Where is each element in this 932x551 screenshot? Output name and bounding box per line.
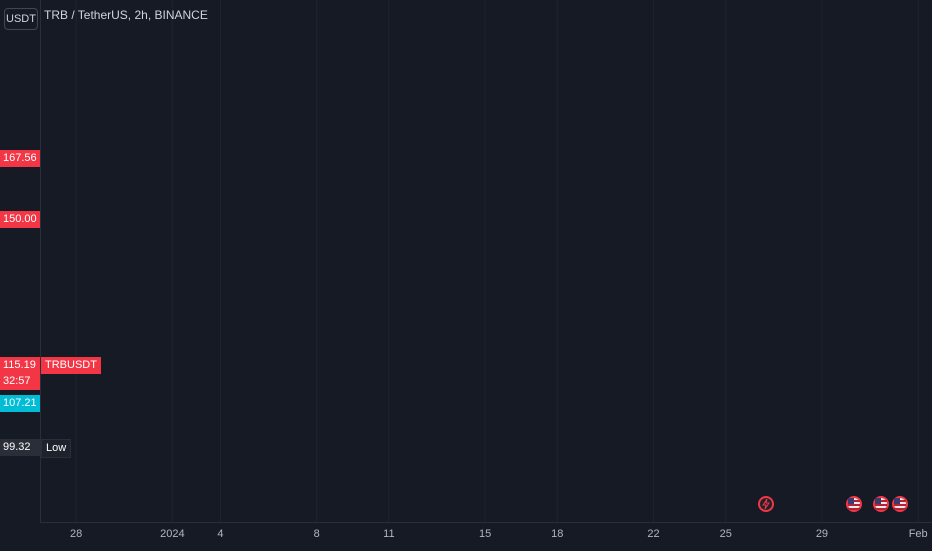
level-label-167: 167.56	[0, 150, 40, 167]
x-tick-label: 15	[478, 528, 492, 540]
x-tick-label: 4	[217, 528, 224, 540]
x-tick-label: 22	[647, 528, 660, 540]
time-axis[interactable]	[40, 522, 932, 551]
chart-grid	[75, 0, 919, 522]
us-flag-icon[interactable]	[846, 496, 862, 512]
unit-selector[interactable]: USDT	[4, 8, 38, 30]
lightning-icon[interactable]	[758, 496, 774, 512]
x-tick-label: 8	[313, 528, 320, 540]
cyan-price-label: 107.21	[0, 395, 40, 412]
symbol-label: TRBUSDT	[41, 357, 101, 374]
x-tick-label: 28	[69, 528, 83, 540]
x-tick-label: 18	[551, 528, 564, 540]
price-axis[interactable]	[0, 0, 41, 522]
low-tag: Low	[41, 439, 72, 458]
x-tick-label: Feb	[908, 528, 928, 540]
countdown-label: 32:57	[0, 373, 40, 390]
x-tick-label: 25	[719, 528, 732, 540]
us-flag-icon[interactable]	[873, 496, 889, 512]
chart-title: TRB / TetherUS, 2h, BINANCE	[44, 8, 208, 22]
x-tick-label: 29	[815, 528, 829, 540]
low-price-label: 99.32	[0, 439, 40, 456]
x-tick-label: 2024	[160, 528, 185, 540]
x-tick-label: 11	[383, 528, 395, 540]
level-label-150: 150.00	[0, 211, 40, 228]
us-flag-icon[interactable]	[892, 496, 908, 512]
current-price-label: 115.19	[0, 357, 40, 374]
